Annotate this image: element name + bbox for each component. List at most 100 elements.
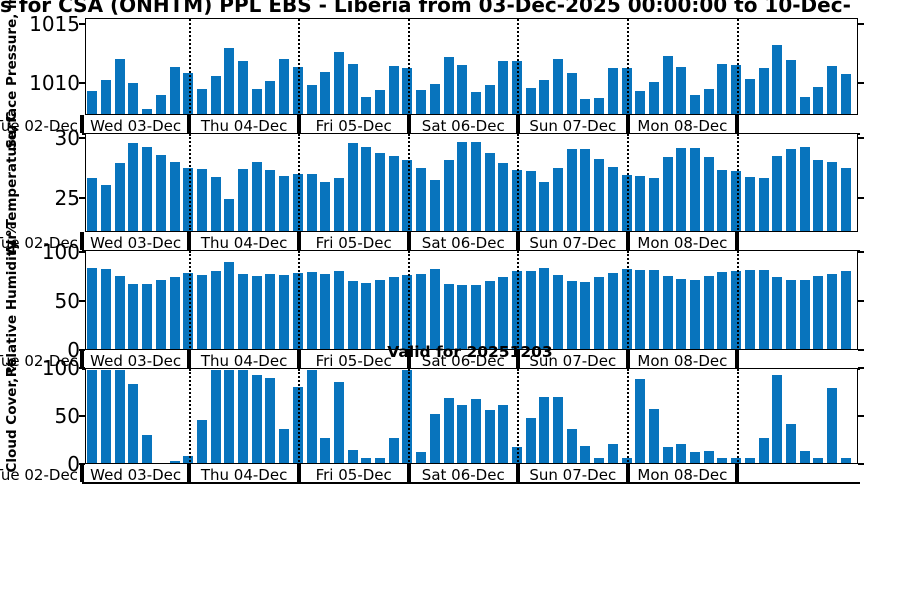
right-tick	[858, 415, 864, 417]
relative-humidity-bar	[224, 261, 235, 349]
day-separator-tick	[406, 232, 411, 250]
day-boundary-dotted-line	[188, 251, 191, 348]
surface-pressure-bar	[457, 64, 468, 114]
relative-humidity-bar	[128, 283, 139, 349]
figure-title: s for CSA (ONHTM) PPL EBS - Liberia from…	[0, 0, 851, 17]
relative-humidity-bar	[607, 273, 618, 349]
left-tick	[79, 136, 85, 139]
surface-pressure-bar	[155, 94, 166, 114]
air-temperature-bar	[731, 171, 742, 231]
day-separator-tick	[735, 350, 740, 368]
surface-pressure-bar	[648, 81, 659, 114]
air-temperature-bar	[416, 167, 427, 231]
relative-humidity-bar	[443, 283, 454, 349]
relative-humidity-bar	[87, 268, 98, 349]
day-separator-tick	[296, 115, 301, 133]
relative-humidity-bar	[553, 274, 564, 349]
left-tick	[79, 367, 85, 369]
day-label: Sun 07-Dec	[529, 351, 617, 370]
day-label: Wed 03-Dec	[90, 465, 182, 484]
day-label: Thu 04-Dec	[200, 351, 288, 370]
day-label: Fri 05-Dec	[315, 116, 392, 135]
day-boundary-dotted-line	[407, 251, 410, 348]
relative-humidity-bar	[498, 276, 509, 349]
cloud-cover-bar	[512, 447, 522, 463]
cloud-cover-bar	[279, 428, 290, 463]
air-temperature-bar	[196, 169, 207, 231]
day-boundary-dotted-line	[626, 19, 629, 113]
surface-pressure-bar	[320, 71, 331, 114]
surface-pressure-bar	[553, 59, 564, 114]
relative-humidity-bar	[183, 273, 194, 349]
cloud-cover-bar	[799, 450, 810, 463]
day-label: Wed 03-Dec	[90, 116, 182, 135]
day-boundary-dotted-line	[188, 134, 191, 230]
relative-humidity-bar	[333, 271, 344, 349]
surface-pressure-bar	[169, 67, 180, 114]
relative-humidity-bar	[676, 278, 687, 349]
surface-pressure-bar	[279, 59, 290, 114]
day-boundary-dotted-line	[517, 134, 520, 230]
air-temperature-bar	[333, 178, 344, 231]
right-tick	[858, 82, 864, 85]
day-boundary-dotted-line	[626, 369, 629, 462]
air-temperature-bar	[306, 173, 317, 231]
cloud-cover-bar	[169, 461, 180, 463]
left-day-label: Tue 02-Dec	[0, 116, 78, 135]
relative-humidity-bar	[813, 275, 824, 349]
air-temperature-bar	[703, 157, 714, 231]
air-temperature-bar	[279, 176, 290, 231]
air-temperature-bar	[142, 146, 153, 231]
surface-pressure-bar	[306, 85, 317, 114]
surface-pressure-bar	[443, 56, 454, 114]
air-temperature-bar	[320, 181, 331, 231]
relative-humidity-bar	[648, 270, 659, 349]
air-temperature-bar	[594, 158, 605, 231]
right-tick	[858, 299, 864, 302]
cloud-cover-bar	[470, 398, 481, 463]
relative-humidity-bar	[361, 282, 372, 349]
day-boundary-dotted-line	[736, 134, 739, 230]
surface-pressure-bar	[484, 85, 495, 114]
cloud-cover-bar	[553, 397, 564, 463]
day-label: Wed 03-Dec	[90, 351, 182, 370]
relative-humidity-bar	[279, 274, 290, 349]
day-separator-tick	[625, 232, 630, 250]
valid-annotation: Valid for 20251203	[387, 343, 553, 361]
air-temperature-bar	[580, 149, 591, 231]
relative-humidity-bar	[621, 269, 632, 349]
surface-pressure-bar	[717, 63, 728, 114]
surface-pressure-bar	[498, 61, 509, 114]
day-separator-tick	[406, 350, 411, 368]
cloud-cover-bar	[840, 458, 851, 463]
left-tick	[79, 299, 85, 302]
day-separator-tick	[516, 464, 520, 482]
relative-humidity-ytick-label: 100	[41, 239, 80, 264]
air-temperature-bar	[265, 170, 276, 231]
day-boundary-dotted-line	[298, 134, 301, 230]
surface-pressure-bar	[470, 92, 481, 114]
air-temperature-bar	[238, 169, 249, 231]
air-temperature-bar	[224, 199, 235, 231]
cloud-cover-bar	[224, 370, 235, 463]
surface-pressure-bar	[690, 94, 701, 114]
relative-humidity-bar	[292, 273, 303, 349]
day-boundary-dotted-line	[407, 19, 410, 113]
relative-humidity-subplot	[85, 250, 858, 350]
day-label: Sat 06-Dec	[421, 465, 505, 484]
surface-pressure-bar	[402, 68, 413, 114]
day-boundary-dotted-line	[626, 134, 629, 230]
relative-humidity-bar	[416, 274, 427, 349]
air-temperature-bar	[785, 149, 796, 231]
air-temperature-bar	[484, 152, 495, 231]
relative-humidity-bar	[731, 271, 742, 349]
cloud-cover-bar	[758, 437, 769, 463]
air-temperature-subplot	[85, 133, 858, 232]
right-tick	[858, 197, 864, 200]
air-temperature-ytick-label: 30	[54, 125, 80, 150]
day-label: Sun 07-Dec	[529, 465, 617, 484]
air-temperature-ytick-label: 25	[54, 186, 80, 211]
surface-pressure-ytick-label: 1010	[29, 71, 80, 96]
cloud-cover-bar	[416, 451, 427, 463]
day-separator-tick	[80, 115, 84, 133]
